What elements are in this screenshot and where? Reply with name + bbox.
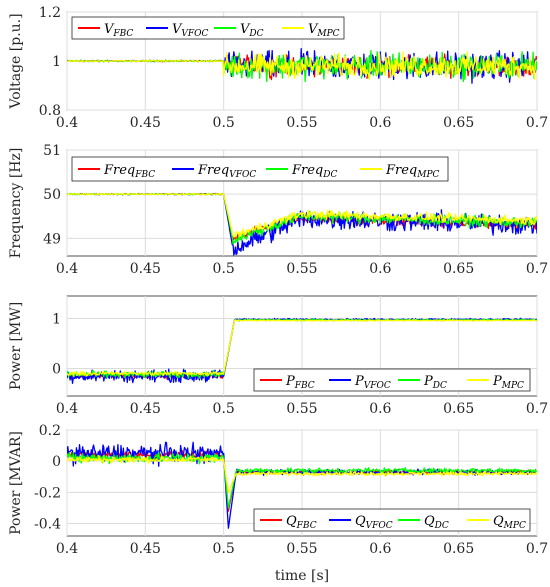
x-tick-label: 0.65 — [443, 115, 474, 131]
x-tick-label: 0.45 — [130, 541, 161, 557]
legend: QFBC QVFOC QDC QMPC — [253, 508, 531, 532]
legend-box — [71, 156, 449, 182]
x-tick-label: 0.5 — [213, 541, 235, 557]
x-tick-label: 0.45 — [130, 261, 161, 277]
x-tick-label: 0.7 — [526, 401, 548, 417]
panel-1: 0.4 0.45 0.5 0.55 0.6 0.65 0.7 0.8 1 1.2 Voltage [… — [8, 5, 548, 131]
x-tick-label: 0.45 — [130, 401, 161, 417]
legend: FreqFBC FreqVFOC FreqDC FreqMPC — [71, 156, 449, 182]
y-axis-label: Frequency [Hz] — [8, 148, 24, 259]
x-tick-label: 0.55 — [286, 401, 317, 417]
x-tick-label: 0.55 — [286, 261, 317, 277]
y-tick-label: 0 — [52, 362, 61, 378]
y-tick-label: 0.8 — [39, 103, 61, 119]
x-tick-label: 0.5 — [213, 115, 235, 131]
y-tick-label: 49 — [43, 231, 61, 247]
x-tick-label: 0.65 — [443, 261, 474, 277]
legend-entry-dc: QDC — [424, 514, 449, 531]
y-axis-label: Voltage [p.u.] — [8, 13, 24, 109]
y-axis-label: Power [MW] — [8, 302, 24, 390]
legend-box — [253, 508, 531, 532]
x-axis-label: time [s] — [275, 568, 329, 584]
y-tick-label: 1.2 — [39, 5, 61, 21]
legend-entry-vfoc: VVFOC — [172, 22, 209, 39]
y-tick-label: 0.2 — [39, 423, 61, 439]
y-tick-label: -0.2 — [34, 485, 61, 501]
legend-entry-vfoc: QVFOC — [355, 514, 393, 531]
x-tick-label: 0.6 — [369, 541, 391, 557]
x-tick-label: 0.4 — [56, 115, 78, 131]
series-line-mpc — [67, 319, 537, 377]
x-tick-label: 0.65 — [443, 541, 474, 557]
y-tick-label: 50 — [43, 187, 61, 203]
x-tick-label: 0.45 — [130, 115, 161, 131]
x-tick-label: 0.6 — [369, 115, 391, 131]
x-tick-label: 0.6 — [369, 401, 391, 417]
series-line-mpc — [67, 51, 537, 81]
y-tick-label: 1 — [52, 312, 61, 328]
y-axis-label: Power [MVAR] — [8, 431, 24, 535]
panel-3: 0.4 0.45 0.5 0.55 0.6 0.65 0.7 0 1 Power [MW] PFBC… — [8, 295, 548, 417]
x-tick-label: 0.4 — [56, 401, 78, 417]
legend-box — [253, 368, 531, 392]
x-tick-label: 0.7 — [526, 261, 548, 277]
series-line-vfoc — [67, 441, 537, 529]
series-line-mpc — [67, 455, 537, 494]
x-tick-label: 0.5 — [213, 401, 235, 417]
x-tick-label: 0.55 — [286, 115, 317, 131]
legend-entry-fbc: PFBC — [285, 374, 315, 391]
legend-entry-fbc: QFBC — [286, 514, 317, 531]
y-tick-label: -0.4 — [34, 517, 61, 533]
panel-4: 0.4 0.45 0.5 0.55 0.6 0.65 0.7 -0.4 -0.2 0 0.2 Powe… — [8, 423, 548, 557]
x-tick-label: 0.7 — [526, 541, 548, 557]
x-tick-label: 0.4 — [56, 541, 78, 557]
x-tick-label: 0.7 — [526, 115, 548, 131]
x-tick-label: 0.5 — [213, 261, 235, 277]
legend-box — [71, 16, 345, 40]
x-tick-label: 0.55 — [286, 541, 317, 557]
y-tick-label: 0 — [52, 454, 61, 470]
legend: VFBC VVFOC VDC VMPC — [71, 16, 345, 40]
panel-2: 0.4 0.45 0.5 0.55 0.6 0.65 0.7 49 50 51 Frequency … — [8, 143, 548, 277]
legend-entry-mpc: QMPC — [493, 514, 526, 531]
legend-entry-dc: FreqDC — [291, 163, 337, 180]
legend: PFBC PVFOC PDC PMPC — [253, 368, 531, 392]
series-line-mpc — [67, 192, 537, 238]
x-tick-label: 0.4 — [56, 261, 78, 277]
legend-entry-fbc: FreqFBC — [103, 163, 155, 180]
legend-entry-fbc: VFBC — [104, 22, 133, 39]
legend-entry-mpc: FreqMPC — [385, 163, 440, 180]
legend-entry-mpc: VMPC — [308, 22, 340, 39]
y-tick-label: 51 — [43, 143, 61, 159]
y-tick-label: 1 — [52, 54, 61, 70]
legend-entry-mpc: PMPC — [492, 374, 524, 391]
legend-entry-dc: PDC — [423, 374, 447, 391]
legend-entry-dc: VDC — [240, 22, 264, 39]
legend-entry-vfoc: PVFOC — [354, 374, 391, 391]
x-tick-label: 0.65 — [443, 401, 474, 417]
x-tick-label: 0.6 — [369, 261, 391, 277]
legend-entry-vfoc: FreqVFOC — [197, 163, 256, 180]
